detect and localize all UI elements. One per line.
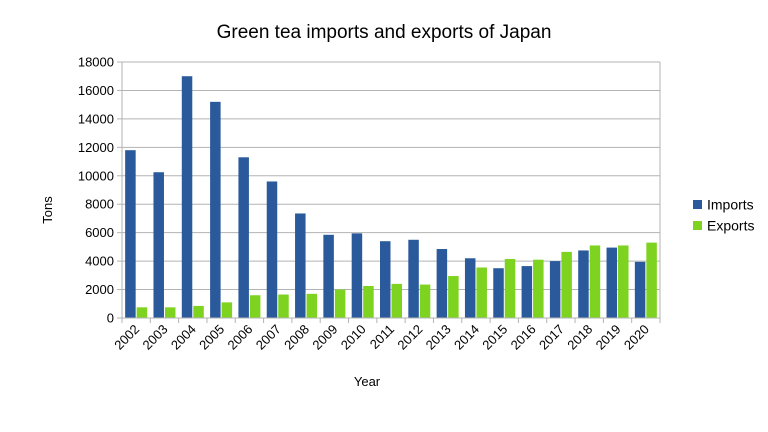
bar-exports-2005	[221, 302, 233, 318]
bar-imports-2012	[408, 239, 419, 318]
bar-imports-2014	[464, 258, 476, 318]
x-tick-label: 2012	[394, 322, 425, 353]
bar-imports-2002	[125, 150, 136, 318]
bar-imports-2013	[436, 249, 448, 318]
x-tick-label: 2018	[564, 322, 595, 353]
bar-imports-2017	[549, 261, 561, 318]
y-tick-label: 10000	[78, 168, 114, 183]
bar-exports-2015	[504, 258, 516, 318]
x-tick-label: 2008	[281, 322, 312, 353]
bar-imports-2009	[323, 234, 334, 318]
legend-swatch-exports	[693, 221, 702, 230]
legend: Imports Exports	[693, 197, 754, 234]
bar-imports-2015	[493, 268, 504, 318]
x-tick-label: 2002	[111, 322, 142, 353]
y-tick-label: 4000	[85, 254, 114, 269]
x-tick-label: 2013	[423, 322, 454, 353]
bar-exports-2012	[419, 284, 431, 318]
x-tick-label: 2009	[309, 322, 340, 353]
bar-exports-2020	[646, 242, 657, 318]
bar-exports-2006	[249, 295, 261, 318]
bar-imports-2018	[578, 250, 589, 318]
bar-exports-2013	[448, 276, 459, 318]
bar-imports-2004	[181, 76, 193, 318]
bar-exports-2011	[391, 283, 402, 318]
bar-imports-2020	[634, 261, 646, 318]
y-tick-label: 18000	[78, 55, 114, 70]
x-tick-label: 2017	[536, 322, 567, 353]
y-tick-label: 2000	[85, 282, 114, 297]
y-tick-label: 8000	[85, 197, 114, 212]
y-tick-label: 16000	[78, 83, 114, 98]
chart-title: Green tea imports and exports of Japan	[217, 22, 552, 43]
x-tick-label: 2004	[168, 322, 199, 353]
bar-exports-2002	[136, 307, 148, 318]
legend-swatch-imports	[693, 200, 702, 209]
bar-exports-2017	[561, 251, 572, 318]
x-tick-labels: 2002200320042005200620072008200920102011…	[111, 322, 652, 353]
bar-exports-2014	[476, 267, 487, 318]
bar-imports-2011	[380, 241, 391, 318]
legend-label-imports: Imports	[707, 197, 754, 213]
y-tick-label: 14000	[78, 111, 114, 126]
bar-exports-2016	[533, 259, 544, 318]
x-tick-label: 2005	[196, 322, 227, 353]
x-axis-title: Year	[354, 374, 381, 389]
bar-imports-2006	[238, 157, 249, 318]
y-tick-label: 0	[107, 311, 114, 326]
x-tick-label: 2015	[479, 322, 510, 353]
bar-exports-2018	[589, 245, 601, 318]
bar-imports-2016	[521, 266, 533, 318]
x-tick-label: 2019	[593, 322, 624, 353]
bar-exports-2019	[618, 245, 629, 318]
bar-exports-2009	[334, 289, 346, 318]
bar-imports-2010	[351, 233, 363, 318]
bar-exports-2007	[278, 294, 289, 318]
x-tick-label: 2016	[508, 322, 539, 353]
x-tick-label: 2010	[338, 322, 369, 353]
x-tick-label: 2014	[451, 322, 482, 353]
x-tick-label: 2011	[367, 322, 397, 352]
x-tick-label: 2007	[253, 322, 284, 353]
bar-imports-2019	[606, 247, 618, 318]
bar-imports-2003	[153, 172, 164, 318]
x-tick-label: 2006	[224, 322, 255, 353]
y-tick-labels: 0 2000 4000 6000 8000 10000 12000 14000 16000 180…	[78, 55, 114, 326]
y-axis-title: Tons	[40, 196, 55, 224]
y-tick-label: 6000	[85, 225, 114, 240]
legend-label-exports: Exports	[707, 218, 754, 234]
x-tick-label: 2020	[621, 322, 652, 353]
bars	[125, 76, 657, 318]
bar-exports-2010	[363, 286, 374, 318]
bar-imports-2008	[295, 213, 306, 318]
bar-exports-2003	[164, 307, 176, 318]
axes	[121, 62, 661, 323]
bar-exports-2004	[193, 305, 204, 318]
bar-imports-2005	[210, 101, 221, 318]
y-tick-label: 12000	[78, 140, 114, 155]
x-tick-label: 2003	[140, 322, 171, 353]
bar-exports-2008	[306, 293, 318, 318]
bar-imports-2007	[266, 181, 278, 318]
